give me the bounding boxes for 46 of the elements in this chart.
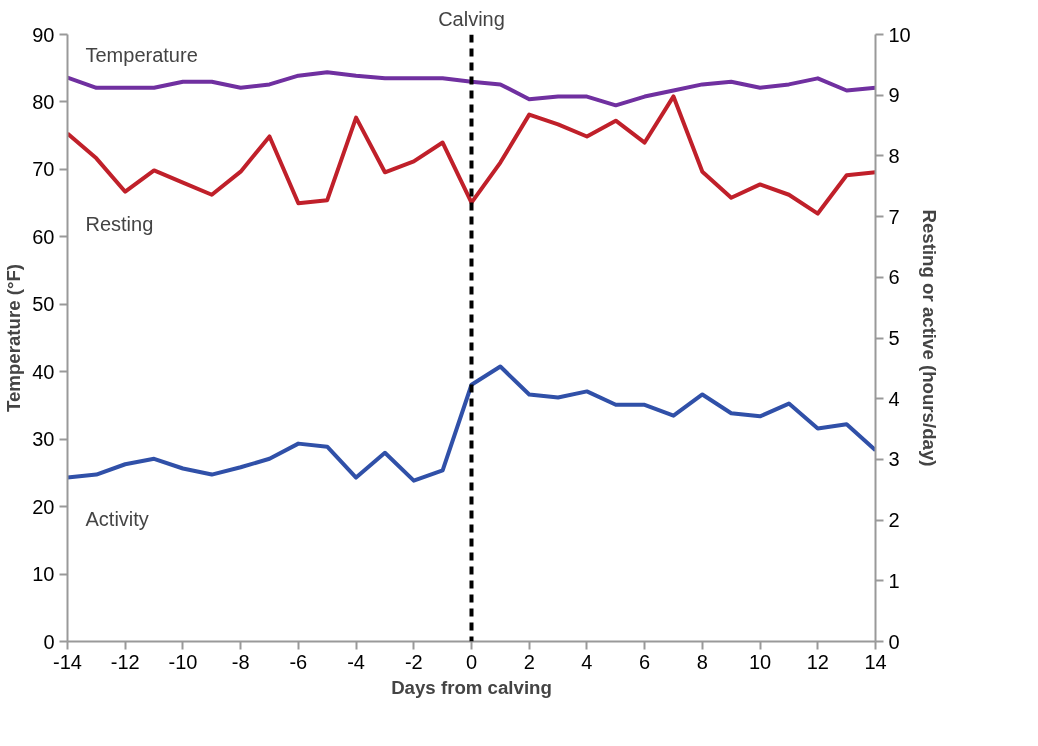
x-tick-label: 6 — [639, 650, 651, 673]
x-tick-label: 4 — [581, 650, 593, 673]
series-label: Activity — [85, 507, 149, 530]
y-tick-label: 30 — [32, 428, 55, 451]
x-tick-label: 14 — [864, 650, 887, 673]
x-tick-label: 8 — [696, 650, 708, 673]
x-tick-label: -8 — [231, 650, 250, 673]
y-tick-label: 70 — [32, 158, 55, 181]
y-tick-label: 40 — [32, 360, 55, 383]
y2-tick-label: 10 — [888, 23, 911, 46]
y-tick-label: 50 — [32, 293, 55, 316]
y2-tick-label: 8 — [888, 144, 900, 167]
y2-axis-title: Resting or active (hours/day) — [918, 209, 940, 467]
series-label: Resting — [85, 213, 154, 236]
x-tick-label: -14 — [53, 650, 82, 673]
y2-tick-label: 2 — [888, 509, 900, 532]
x-tick-label: 10 — [748, 650, 772, 673]
y-tick-label: 10 — [32, 563, 55, 586]
y-tick-label: 60 — [32, 225, 55, 248]
y2-tick-label: 6 — [888, 266, 900, 289]
ref-line-label: Calving — [438, 7, 505, 30]
y2-tick-label: 5 — [888, 327, 900, 349]
x-tick-label: -12 — [110, 650, 140, 673]
series-label: Temperature — [85, 43, 198, 66]
y-tick-label: 0 — [43, 630, 55, 653]
x-tick-label: 0 — [465, 650, 478, 673]
y-tick-label: 90 — [32, 23, 55, 46]
y-axis-title: Temperature (°F) — [3, 263, 25, 413]
x-tick-label: -4 — [347, 650, 365, 673]
x-tick-label: 12 — [806, 650, 829, 673]
y2-tick-label: 7 — [888, 205, 900, 228]
y2-tick-label: 1 — [888, 569, 900, 592]
x-axis-title: Days from calving — [391, 676, 552, 698]
x-tick-label: -6 — [289, 650, 308, 673]
x-tick-label: 2 — [523, 650, 535, 673]
x-tick-label: -2 — [404, 650, 423, 673]
line-series — [67, 94, 876, 216]
line-series — [67, 70, 876, 108]
y-tick-label: 20 — [32, 495, 55, 518]
line-series — [67, 364, 876, 483]
y2-tick-label: 9 — [888, 84, 900, 107]
y-tick-label: 80 — [32, 90, 55, 113]
y2-tick-label: 0 — [888, 630, 900, 653]
x-tick-label: -10 — [168, 650, 198, 673]
y2-tick-label: 3 — [888, 448, 900, 471]
y2-tick-label: 4 — [888, 387, 900, 410]
